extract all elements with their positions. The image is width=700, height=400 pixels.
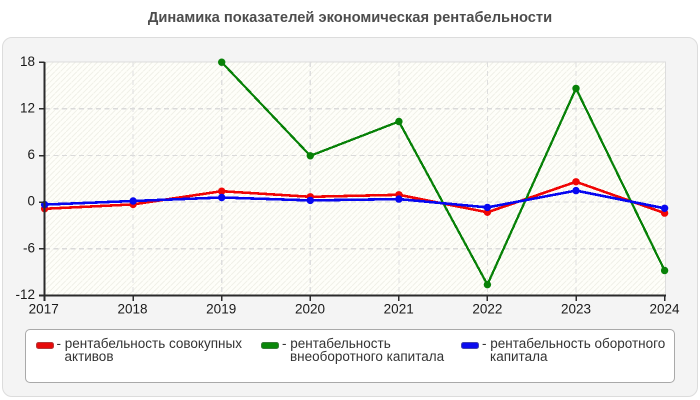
svg-text:2021: 2021 (384, 302, 414, 317)
svg-text:-6: -6 (23, 240, 35, 255)
svg-text:2017: 2017 (29, 302, 59, 317)
svg-text:2019: 2019 (206, 302, 236, 317)
svg-text:2020: 2020 (295, 302, 325, 317)
svg-text:6: 6 (27, 147, 35, 162)
svg-text:2023: 2023 (561, 302, 591, 317)
svg-text:2024: 2024 (649, 302, 680, 317)
svg-text:-12: -12 (15, 287, 35, 302)
svg-text:18: 18 (20, 54, 35, 69)
svg-text:2022: 2022 (472, 302, 502, 317)
svg-text:2018: 2018 (117, 302, 147, 317)
svg-text:0: 0 (27, 194, 35, 209)
svg-text:12: 12 (20, 100, 35, 115)
